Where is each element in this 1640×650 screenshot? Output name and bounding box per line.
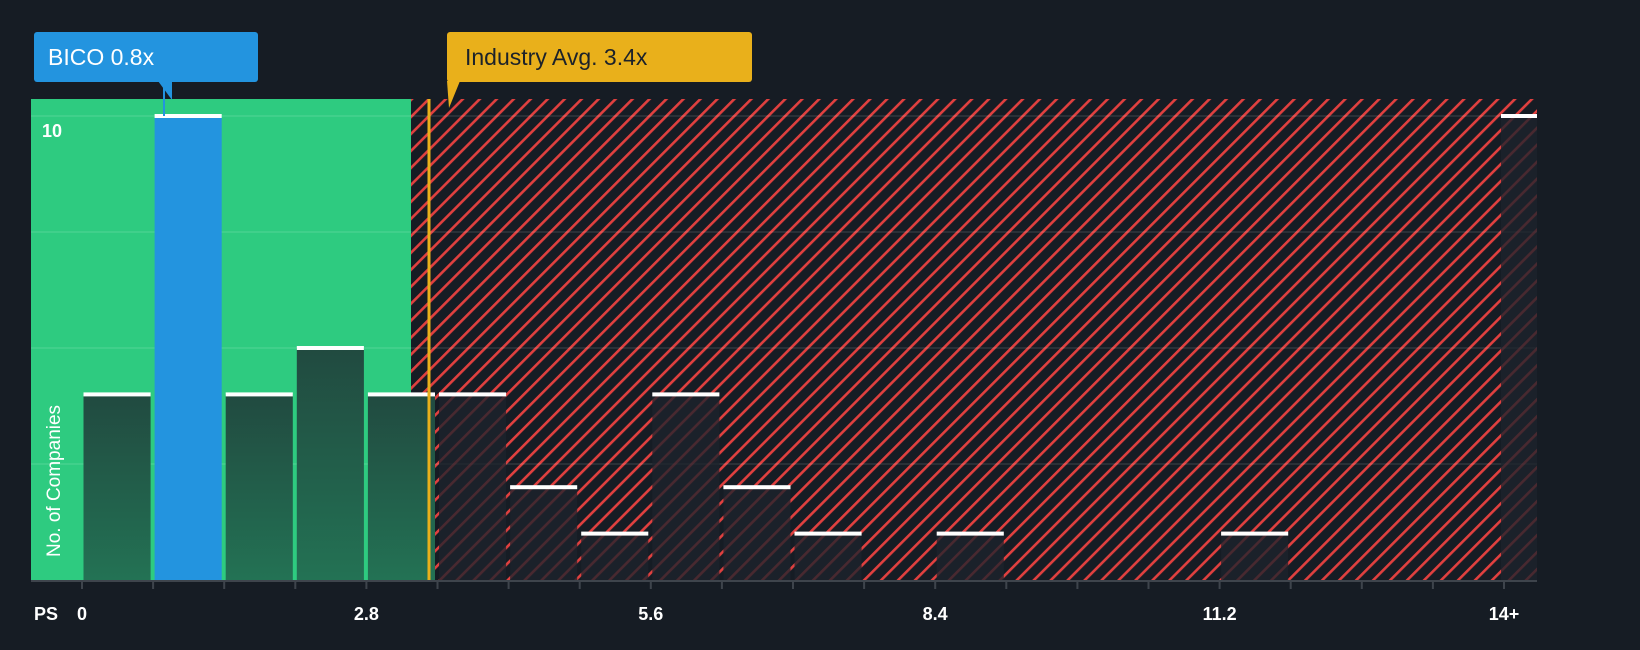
company-callout-label: BICO 0.8x (48, 44, 155, 70)
histogram-bar (439, 394, 507, 580)
histogram-bar (225, 394, 293, 580)
company-callout-box (34, 32, 258, 82)
industry-callout-label: Industry Avg. 3.4x (465, 44, 648, 70)
histogram-bar (652, 394, 720, 580)
overvalued-zone (411, 99, 1537, 580)
histogram-bar (510, 487, 578, 580)
x-axis-title: PS (34, 604, 58, 624)
histogram-bars (83, 78, 1537, 580)
bar-top-marker (794, 531, 862, 536)
industry-callout-box (447, 32, 752, 82)
y-tick-label: 10 (42, 121, 62, 141)
company-callout-pointer (158, 81, 172, 100)
histogram-bar (83, 394, 151, 580)
histogram-bar (723, 487, 791, 580)
x-tick-label: 5.6 (638, 604, 663, 624)
histogram-bar (936, 533, 1004, 580)
bar-top-marker (154, 114, 222, 118)
histogram-bar (581, 533, 649, 580)
bar-top-marker (296, 346, 364, 350)
x-tick-label: 8.4 (923, 604, 948, 624)
callouts: BICO 0.8x Industry Avg. 3.4x (34, 32, 752, 108)
bar-top-marker (439, 392, 507, 397)
x-tick-label: 11.2 (1203, 604, 1237, 624)
bar-top-marker (1221, 531, 1289, 536)
histogram-bar (296, 348, 364, 580)
y-axis-title: No. of Companies (44, 405, 65, 557)
bar-top-marker (225, 392, 293, 397)
bar-top-marker (367, 392, 435, 397)
industry-callout-pointer (447, 81, 460, 108)
bar-top-marker (1501, 114, 1537, 118)
bar-top-marker (581, 531, 649, 536)
histogram-bar (794, 533, 862, 580)
x-tick-label: 14+ (1489, 604, 1520, 624)
bar-top-marker (652, 392, 720, 397)
bar-top-marker (510, 485, 578, 490)
bar-top-marker (723, 485, 791, 490)
bar-top-marker (83, 392, 151, 397)
company-bar (154, 116, 222, 580)
x-tick-label: 0 (77, 604, 87, 624)
x-tick-label: 2.8 (354, 604, 379, 624)
bar-top-marker (936, 531, 1004, 536)
histogram-bar (1501, 116, 1537, 580)
histogram-bar (1221, 533, 1289, 580)
x-axis: 0 2.8 5.6 8.4 11.2 14+ PS 10 No. of Companies (31, 121, 1537, 624)
histogram-bar (367, 394, 435, 580)
